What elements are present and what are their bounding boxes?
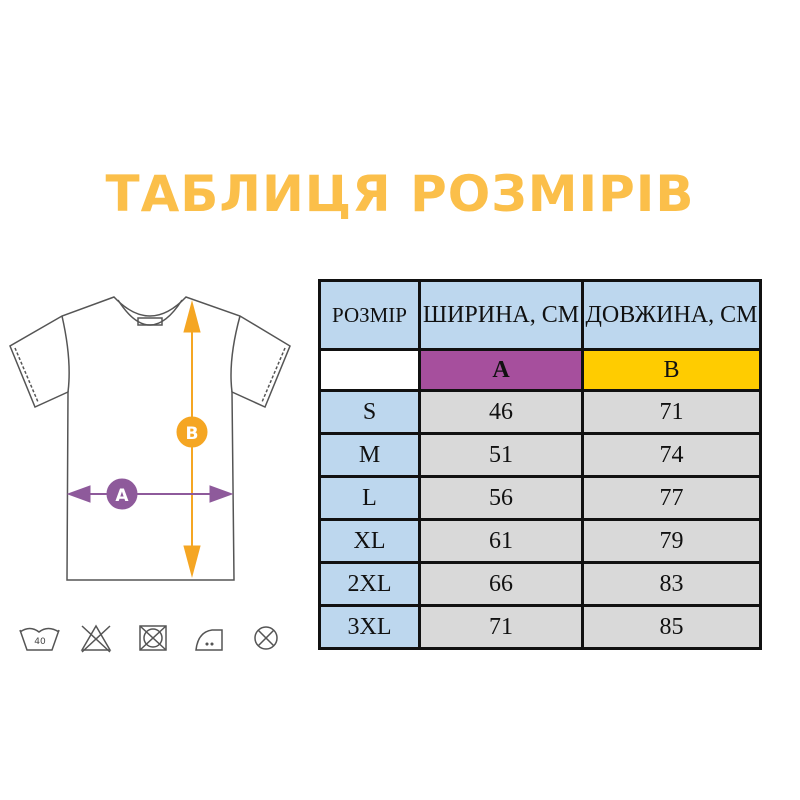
length-cell: 85 [581, 604, 762, 650]
width-cell: 46 [418, 389, 584, 435]
table-row: M 51 74 [318, 432, 762, 478]
size-table: РОЗМІР ШИРИНА, СМ ДОВЖИНА, СМ A B S 46 71 … [318, 279, 762, 650]
tshirt-diagram: B A 40 [9, 296, 291, 653]
width-cell: 51 [418, 432, 584, 478]
header-width: ШИРИНА, СМ [418, 279, 584, 351]
width-arrow-a [66, 478, 234, 510]
header-length: ДОВЖИНА, СМ [581, 279, 762, 351]
size-cell: 3XL [318, 604, 421, 650]
table-row: XL 61 79 [318, 518, 762, 564]
table-row: L 56 77 [318, 475, 762, 521]
length-cell: 74 [581, 432, 762, 478]
width-marker-label: A [115, 486, 129, 506]
table-header-row: РОЗМІР ШИРИНА, СМ ДОВЖИНА, СМ [318, 279, 762, 351]
length-cell: 83 [581, 561, 762, 607]
width-cell: 61 [418, 518, 584, 564]
marker-empty [318, 348, 421, 392]
marker-a: A [418, 348, 584, 392]
table-row: 3XL 71 85 [318, 604, 762, 650]
size-cell: M [318, 432, 421, 478]
table-row: 2XL 66 83 [318, 561, 762, 607]
length-arrow-b [176, 300, 208, 578]
size-cell: 2XL [318, 561, 421, 607]
length-cell: 77 [581, 475, 762, 521]
page-title: ТАБЛИЦЯ РОЗМІРІВ [105, 165, 695, 223]
length-cell: 79 [581, 518, 762, 564]
size-cell: L [318, 475, 421, 521]
no-tumble-dry-icon [139, 625, 167, 651]
table-row: S 46 71 [318, 389, 762, 435]
size-cell: XL [318, 518, 421, 564]
header-size: РОЗМІР [318, 279, 421, 351]
no-dry-clean-icon [254, 626, 278, 650]
width-cell: 71 [418, 604, 584, 650]
marker-b: B [581, 348, 762, 392]
width-cell: 66 [418, 561, 584, 607]
width-cell: 56 [418, 475, 584, 521]
wash-temp: 40 [34, 637, 46, 647]
wash-40-icon [19, 627, 60, 651]
length-marker-label: B [186, 424, 199, 444]
iron-low-icon [195, 629, 223, 651]
marker-row: A B [318, 348, 762, 392]
size-cell: S [318, 389, 421, 435]
length-cell: 71 [581, 389, 762, 435]
no-bleach-icon [80, 624, 112, 653]
